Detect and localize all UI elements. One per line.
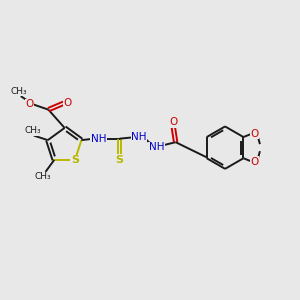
Text: O: O: [169, 117, 177, 127]
Text: CH₃: CH₃: [11, 87, 28, 96]
Text: NH: NH: [149, 142, 164, 152]
Text: O: O: [250, 128, 259, 139]
Text: CH₃: CH₃: [34, 172, 51, 181]
Text: O: O: [64, 98, 72, 108]
Text: NH: NH: [91, 134, 106, 144]
Text: S: S: [116, 154, 124, 165]
Text: S: S: [71, 155, 79, 166]
Text: O: O: [250, 157, 259, 167]
Text: CH₃: CH₃: [24, 126, 40, 135]
Text: O: O: [26, 99, 34, 110]
Text: NH: NH: [131, 132, 147, 142]
